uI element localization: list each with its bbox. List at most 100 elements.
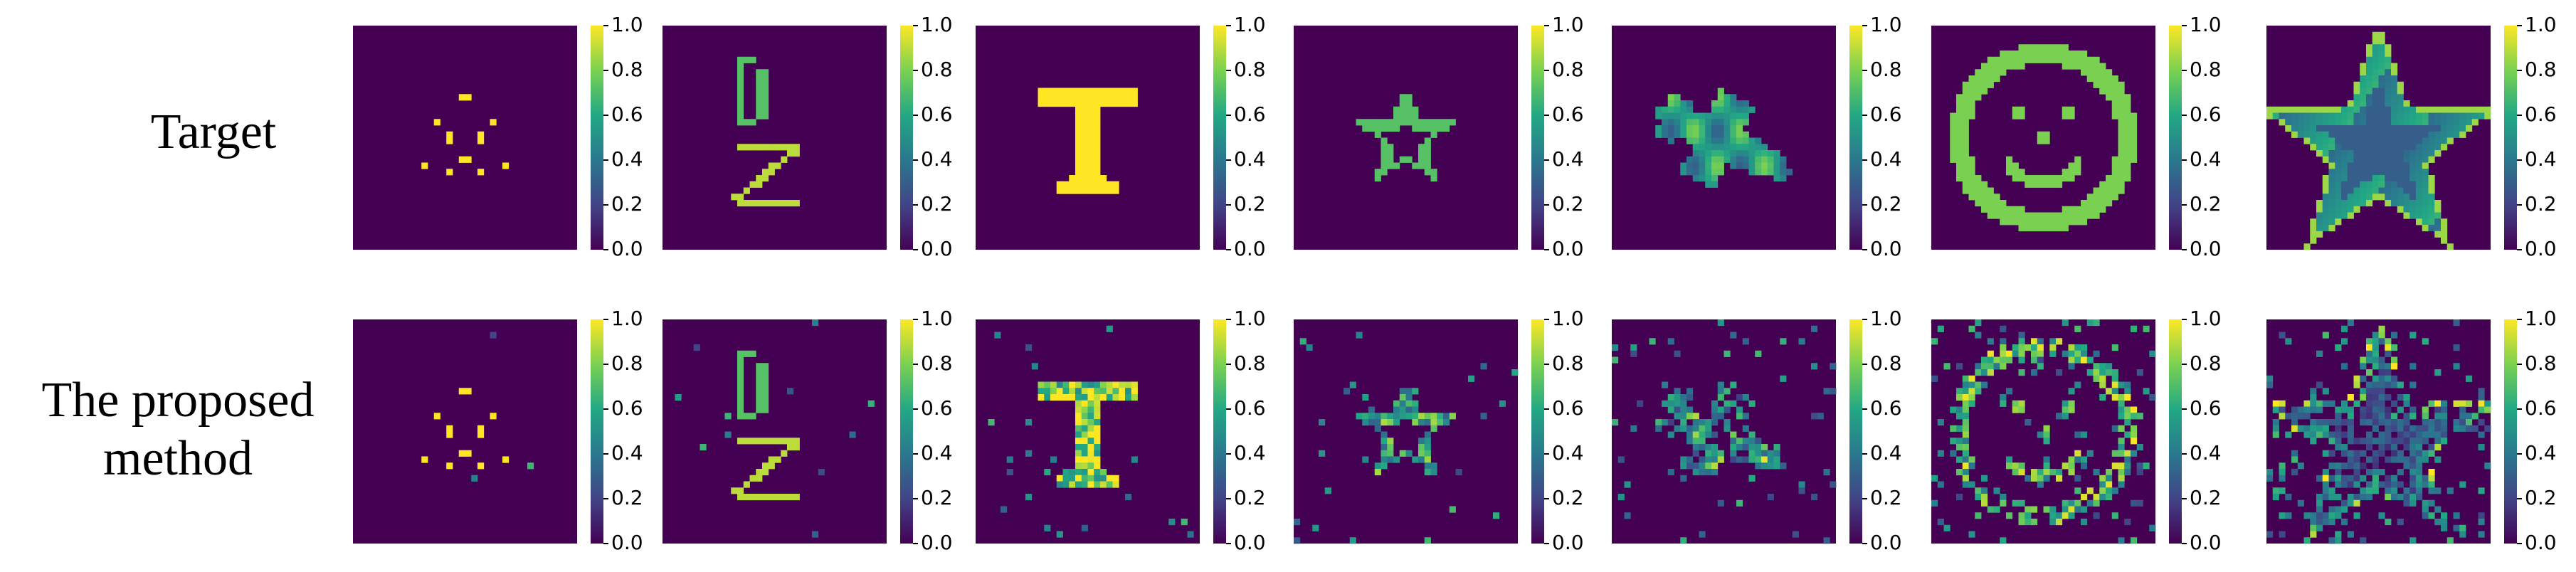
colorbar-tick-label: 0.6: [2190, 396, 2222, 420]
pixel: [1798, 481, 1805, 488]
pixel: [1724, 425, 1731, 432]
pixel: [2453, 363, 2460, 370]
pixel: [2049, 344, 2057, 351]
pixel: [2409, 137, 2417, 144]
pixel: [1081, 413, 1088, 420]
pixel: [1050, 94, 1057, 101]
pixel: [743, 119, 750, 126]
pixel: [2111, 88, 2118, 95]
pixel: [2416, 137, 2423, 144]
pixel: [1962, 131, 1969, 138]
colorbar-tick-label: 0.6: [921, 102, 953, 126]
pixel: [1987, 81, 1994, 88]
pixel: [1038, 381, 1045, 388]
pixel: [1674, 112, 1681, 120]
pixel: [749, 413, 756, 420]
pixel: [1368, 125, 1376, 132]
pixel: [2360, 162, 2367, 169]
pixel: [2279, 112, 2286, 120]
pixel: [2385, 51, 2392, 58]
pixel: [2441, 237, 2448, 244]
pixel: [1993, 506, 2000, 513]
pixel: [2434, 413, 2442, 420]
pixel: [2453, 400, 2460, 407]
pixel: [2422, 499, 2429, 507]
pixel: [2366, 137, 2373, 144]
pixel: [1962, 381, 1969, 388]
pixel: [774, 456, 781, 463]
pixel: [2099, 181, 2106, 188]
pixel: [2062, 112, 2069, 120]
pixel: [2378, 175, 2385, 182]
pixel: [2131, 406, 2138, 413]
pixel: [2322, 332, 2329, 339]
pixel: [2291, 425, 2298, 432]
pixel: [2000, 356, 2007, 364]
pixel: [1981, 75, 1988, 83]
pixel: [2056, 475, 2063, 482]
pixel: [1430, 175, 1437, 182]
pixel: [1717, 169, 1724, 176]
colorbar-tick-label: 0.0: [2525, 237, 2557, 260]
pixel: [1349, 381, 1356, 388]
pixel: [2062, 413, 2069, 420]
pixel: [2124, 419, 2131, 426]
pixel: [2378, 381, 2385, 388]
pixel: [1717, 156, 1724, 163]
pixel: [1087, 112, 1094, 120]
colorbar: [591, 319, 603, 544]
pixel: [2025, 51, 2032, 58]
pixel: [2403, 400, 2410, 407]
pixel: [1075, 394, 1082, 401]
pixel: [756, 94, 763, 101]
pixel: [2074, 63, 2081, 70]
pixel: [1038, 394, 1045, 401]
pixel: [1786, 169, 1793, 176]
pixel: [693, 344, 700, 351]
pixel: [2049, 512, 2057, 519]
pixel: [2403, 100, 2410, 107]
pixel: [1387, 419, 1394, 426]
pixel: [1062, 187, 1070, 194]
pixel: [2409, 363, 2417, 370]
pixel: [1773, 162, 1780, 169]
pixel: [1686, 394, 1694, 401]
pixel: [2081, 63, 2088, 70]
image-panel: 0.00.20.40.60.81.0: [976, 307, 1266, 554]
pixel: [2391, 63, 2398, 70]
pixel: [1424, 456, 1431, 463]
pixel: [2106, 175, 2113, 182]
pixel: [2372, 56, 2379, 63]
pixel: [737, 106, 744, 113]
colorbar-tick-label: 0.2: [1552, 192, 1584, 216]
pixel: [2068, 350, 2075, 357]
pixel: [2118, 106, 2125, 113]
pixel: [2266, 381, 2274, 388]
pixel: [1962, 394, 1969, 401]
pixel: [1956, 106, 1963, 113]
pixel: [1075, 150, 1082, 157]
pixel: [1062, 94, 1070, 101]
pixel: [2074, 475, 2081, 482]
pixel: [2285, 413, 2292, 420]
pixel: [1780, 162, 1787, 169]
pixel: [1975, 388, 1982, 395]
pixel: [2111, 462, 2118, 470]
pixel: [1956, 144, 1963, 151]
pixel: [2086, 487, 2094, 494]
pixel: [2441, 431, 2448, 438]
pixel: [2391, 419, 2398, 426]
pixel: [1100, 187, 1107, 194]
pixel: [2353, 175, 2360, 182]
pixel: [2000, 494, 2007, 501]
pixel: [2409, 494, 2417, 501]
pixel: [1962, 112, 1969, 120]
pixel: [2347, 106, 2354, 113]
pixel: [2409, 175, 2417, 182]
pixel: [1724, 100, 1731, 107]
pixel: [2279, 475, 2286, 482]
pixel: [2428, 425, 2435, 432]
pixel: [2037, 44, 2044, 51]
pixel: [2416, 206, 2423, 213]
pixel: [2111, 81, 2118, 88]
